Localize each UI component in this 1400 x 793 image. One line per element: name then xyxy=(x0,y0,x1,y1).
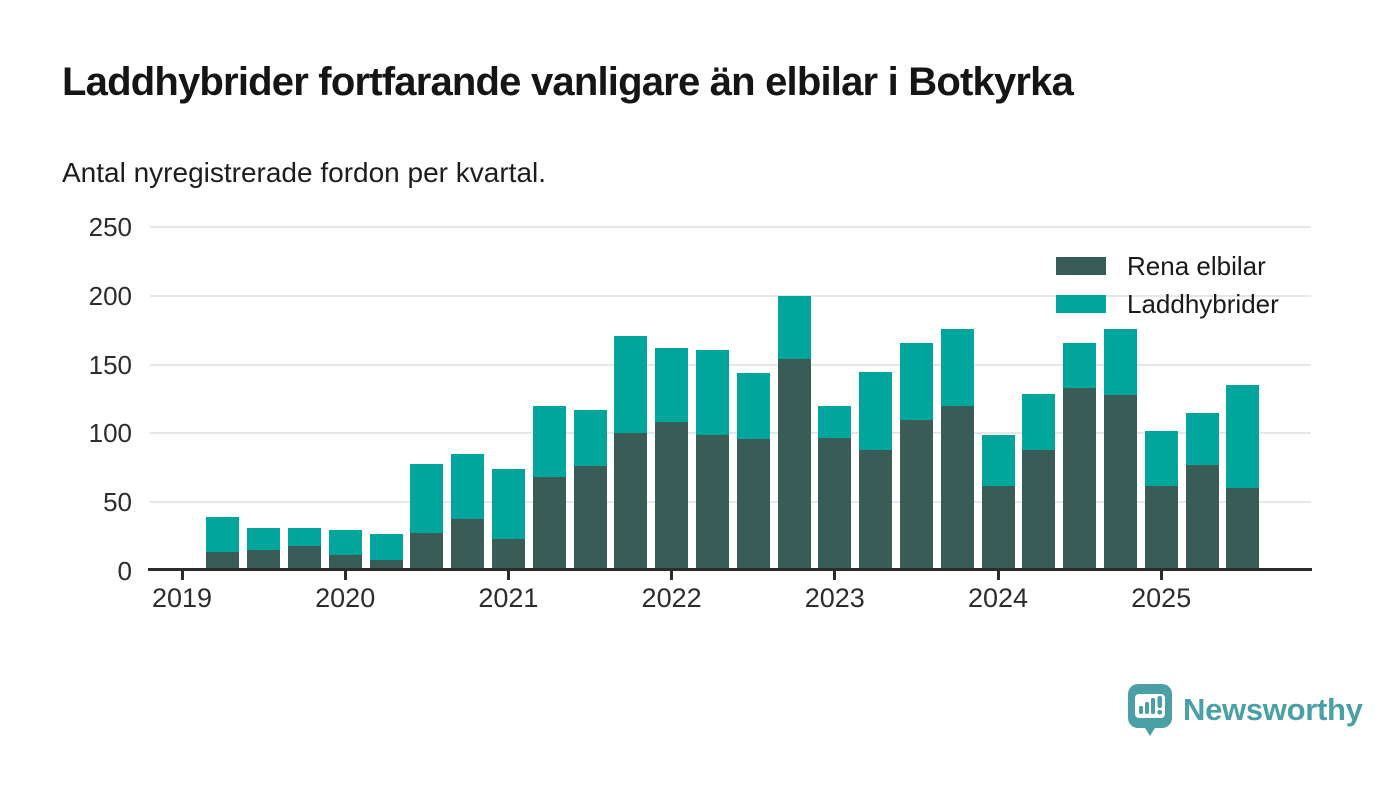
bar-segment-laddhybrider xyxy=(491,469,525,540)
bar-segment-rena-elbilar xyxy=(451,518,485,571)
bar-segment-laddhybrider xyxy=(1063,342,1097,388)
bar-segment-rena-elbilar xyxy=(532,477,566,571)
bar-segment-rena-elbilar xyxy=(1226,488,1260,571)
legend-label: Laddhybrider xyxy=(1127,288,1279,319)
y-tick-label: 150 xyxy=(88,349,132,380)
bar-segment-laddhybrider xyxy=(614,335,648,434)
newsworthy-brand: Newsworthy xyxy=(1128,684,1363,736)
bar-segment-rena-elbilar xyxy=(859,449,893,571)
bar-segment-laddhybrider xyxy=(859,371,893,450)
legend: Rena elbilar Laddhybrider xyxy=(1056,247,1279,323)
x-axis-line xyxy=(148,568,1312,571)
bar-segment-rena-elbilar xyxy=(328,554,362,571)
gridline-100 xyxy=(150,432,1311,435)
newsworthy-logo-icon xyxy=(1128,684,1172,736)
x-axis-tick xyxy=(670,571,674,580)
bar-segment-laddhybrider xyxy=(532,405,566,478)
bar-segment-laddhybrider xyxy=(1022,393,1056,450)
legend-label: Rena elbilar xyxy=(1127,250,1266,281)
bar-segment-rena-elbilar xyxy=(981,485,1015,571)
page-title: Laddhybrider fortfarande vanligare än el… xyxy=(62,60,1074,104)
chart-subtitle: Antal nyregistrerade fordon per kvartal. xyxy=(62,157,547,188)
x-tick-label: 2022 xyxy=(641,583,702,613)
plot-area xyxy=(150,226,1311,571)
x-axis-tick xyxy=(343,571,347,580)
x-tick-label: 2024 xyxy=(967,583,1029,613)
bar-segment-rena-elbilar xyxy=(736,438,770,571)
bar-segment-laddhybrider xyxy=(818,405,852,438)
bar-segment-laddhybrider xyxy=(777,295,811,360)
bar-segment-rena-elbilar xyxy=(614,433,648,571)
y-tick-label: 100 xyxy=(88,418,132,449)
x-axis-tick xyxy=(996,571,1000,580)
x-tick-label: 2021 xyxy=(478,583,539,613)
x-tick-label: 2020 xyxy=(315,583,376,613)
x-axis-tick xyxy=(1159,571,1163,580)
bar-segment-rena-elbilar xyxy=(1063,388,1097,571)
legend-swatch-rena-elbilar xyxy=(1056,257,1106,275)
bar-segment-rena-elbilar xyxy=(1144,485,1178,571)
legend-item-laddhybrider: Laddhybrider xyxy=(1056,285,1279,323)
bar-segment-rena-elbilar xyxy=(491,539,525,571)
bar-segment-rena-elbilar xyxy=(818,437,852,571)
bar-segment-laddhybrider xyxy=(247,528,281,551)
legend-swatch-laddhybrider xyxy=(1056,295,1106,313)
y-tick-label: 50 xyxy=(103,487,132,518)
bar-segment-laddhybrider xyxy=(451,454,485,519)
bar-segment-laddhybrider xyxy=(736,372,770,439)
bar-segment-laddhybrider xyxy=(369,533,403,560)
bar-segment-laddhybrider xyxy=(1226,385,1260,489)
bar-segment-laddhybrider xyxy=(1103,328,1137,395)
bar-segment-laddhybrider xyxy=(573,410,607,467)
x-axis-tick xyxy=(180,571,184,580)
bar-segment-laddhybrider xyxy=(1144,430,1178,486)
bar-segment-laddhybrider xyxy=(328,529,362,555)
brand-name: Newsworthy xyxy=(1183,692,1363,727)
bar-segment-rena-elbilar xyxy=(940,405,974,571)
bar-segment-rena-elbilar xyxy=(1022,449,1056,571)
bar-segment-rena-elbilar xyxy=(655,422,689,571)
bar-segment-laddhybrider xyxy=(940,328,974,406)
bar-segment-laddhybrider xyxy=(981,434,1015,486)
y-tick-label: 200 xyxy=(88,280,132,311)
bar-segment-laddhybrider xyxy=(695,349,729,435)
x-axis-tick xyxy=(506,571,510,580)
gridline-250 xyxy=(150,226,1311,228)
bar-segment-rena-elbilar xyxy=(206,551,240,571)
bar-segment-rena-elbilar xyxy=(899,419,933,571)
legend-item-rena-elbilar: Rena elbilar xyxy=(1056,247,1279,285)
x-tick-label: 2025 xyxy=(1131,583,1192,613)
bar-segment-laddhybrider xyxy=(206,517,240,552)
x-tick-label: 2019 xyxy=(151,583,213,613)
x-tick-label: 2023 xyxy=(804,583,865,613)
bar-segment-rena-elbilar xyxy=(410,532,444,571)
y-tick-label: 250 xyxy=(88,212,132,242)
bar-segment-rena-elbilar xyxy=(777,359,811,571)
bar-segment-laddhybrider xyxy=(899,342,933,420)
gridline-150 xyxy=(150,363,1311,366)
bar-segment-rena-elbilar xyxy=(287,546,321,571)
x-axis-tick xyxy=(833,571,837,580)
y-tick-label: 0 xyxy=(117,556,132,586)
bar-segment-rena-elbilar xyxy=(695,434,729,571)
bar-segment-laddhybrider xyxy=(655,348,689,423)
gridline-50 xyxy=(150,501,1311,504)
bar-segment-laddhybrider xyxy=(1185,412,1219,465)
bar-segment-rena-elbilar xyxy=(573,466,607,571)
bar-segment-rena-elbilar xyxy=(1103,394,1137,571)
bar-segment-rena-elbilar xyxy=(1185,465,1219,571)
bar-segment-laddhybrider xyxy=(287,528,321,547)
gridline-200 xyxy=(150,294,1311,297)
bar-segment-rena-elbilar xyxy=(369,560,403,571)
bar-segment-rena-elbilar xyxy=(247,550,281,571)
bar-segment-laddhybrider xyxy=(410,463,444,533)
